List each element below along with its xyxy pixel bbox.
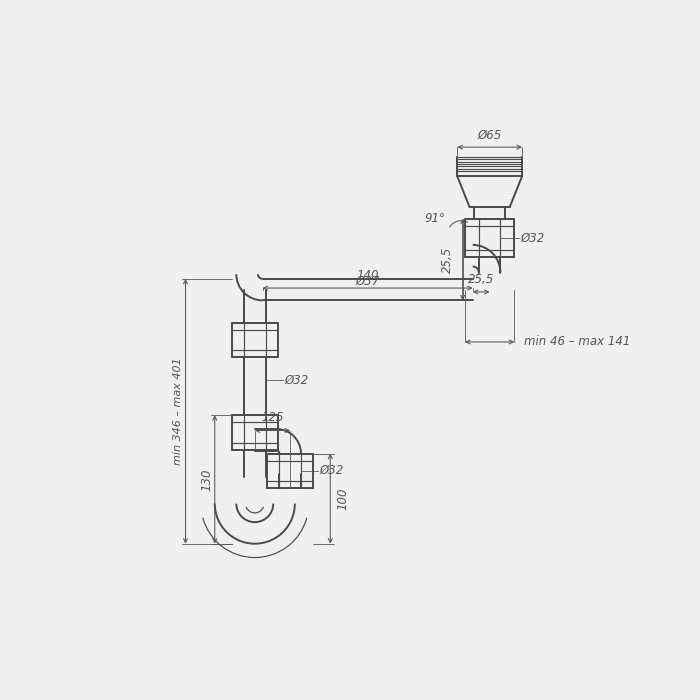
- Text: Ø32: Ø32: [521, 232, 545, 244]
- Text: min 46 – max 141: min 46 – max 141: [524, 335, 630, 349]
- Text: 91°: 91°: [425, 212, 446, 225]
- Text: 25,5: 25,5: [440, 246, 454, 273]
- Text: 130: 130: [201, 468, 214, 491]
- Text: 100: 100: [337, 487, 349, 510]
- Text: 25,5: 25,5: [468, 273, 494, 286]
- Text: Ø32: Ø32: [319, 464, 344, 477]
- Text: 125: 125: [261, 412, 284, 424]
- Text: Ø65: Ø65: [477, 129, 502, 141]
- Text: Ø37: Ø37: [356, 275, 379, 288]
- Text: Ø32: Ø32: [284, 374, 308, 387]
- Text: min 346 – max 401: min 346 – max 401: [173, 358, 183, 465]
- Text: 140: 140: [356, 269, 379, 282]
